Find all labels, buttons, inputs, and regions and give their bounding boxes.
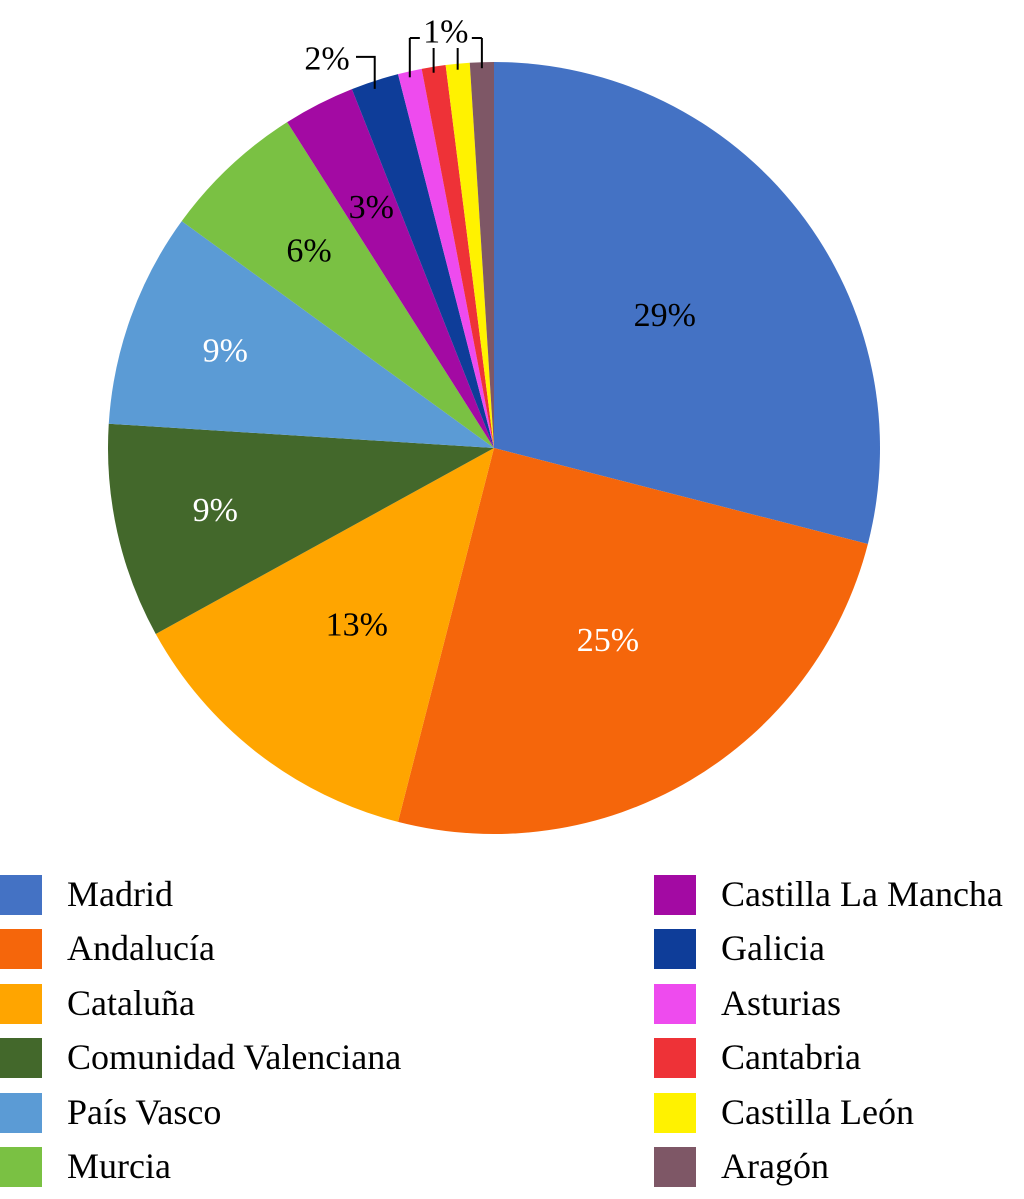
data-label-murcia: 6% xyxy=(286,233,331,270)
legend-label: Castilla La Mancha xyxy=(721,874,1003,914)
data-label-group-1pct: 1% xyxy=(423,14,468,51)
pie-callouts: 2% 1% xyxy=(304,14,483,89)
data-label-cataluna: 13% xyxy=(326,606,388,643)
legend-label: Aragón xyxy=(721,1145,829,1186)
legend-label: Galicia xyxy=(721,928,825,969)
data-label-castilla-la-mancha: 3% xyxy=(349,189,394,226)
pie-labels: 29% 25% 13% 9% 9% 6% 3% xyxy=(193,189,696,659)
legend-label: Cataluña xyxy=(67,982,195,1023)
legend-label: Comunidad Valenciana xyxy=(67,1037,402,1078)
legend-label: Madrid xyxy=(67,874,173,914)
pie-slice-castilla-leon xyxy=(445,62,494,448)
legend-swatch xyxy=(654,875,696,915)
legend-swatch xyxy=(0,1038,42,1079)
legend-label: Cantabria xyxy=(721,1037,861,1078)
pie-slice-andalucia xyxy=(398,448,868,834)
legend-swatch xyxy=(0,875,42,915)
legend-swatch xyxy=(0,983,42,1024)
data-label-madrid: 29% xyxy=(634,297,696,334)
pie-chart: 29% 25% 13% 9% 9% 6% 3% 2% 1% xyxy=(108,14,880,834)
legend-swatch xyxy=(654,929,696,970)
data-label-pais-vasco: 9% xyxy=(203,333,248,370)
pie-slice-asturias xyxy=(398,68,494,448)
data-label-andalucia: 25% xyxy=(577,622,639,659)
pie-slices xyxy=(108,62,880,834)
pie-slice-castilla-la-mancha xyxy=(287,89,494,449)
pie-slice-comunidad-valenciana xyxy=(108,423,494,634)
pie-slice-madrid xyxy=(494,62,880,544)
callout-group-label-bg xyxy=(419,14,472,48)
callout-line-galicia xyxy=(356,55,376,89)
legend: Madrid Andalucía Cataluña Comunidad Vale… xyxy=(0,866,1024,1199)
legend-label: Asturias xyxy=(721,982,841,1023)
legend-label: Andalucía xyxy=(67,928,215,969)
data-label-galicia: 2% xyxy=(304,40,349,77)
pie-slice-galicia xyxy=(351,74,494,449)
legend-swatch xyxy=(0,1146,42,1187)
legend-label: Castilla León xyxy=(721,1091,914,1132)
legend-swatch xyxy=(0,929,42,970)
pie-slice-cataluna xyxy=(155,448,495,822)
pie-slice-aragon xyxy=(469,62,494,448)
pie-slice-murcia xyxy=(181,122,495,449)
data-label-comunidad-valenciana: 9% xyxy=(193,492,238,529)
pie-slice-cantabria xyxy=(421,65,494,448)
legend-swatch xyxy=(0,1092,42,1133)
pie-slice-pais-vasco xyxy=(108,221,494,448)
legend-swatch xyxy=(654,1146,696,1187)
legend-swatch xyxy=(654,983,696,1024)
legend-label: Murcia xyxy=(67,1145,171,1186)
legend-swatch xyxy=(654,1092,696,1133)
legend-swatch xyxy=(654,1038,696,1079)
legend-label: País Vasco xyxy=(67,1091,222,1132)
